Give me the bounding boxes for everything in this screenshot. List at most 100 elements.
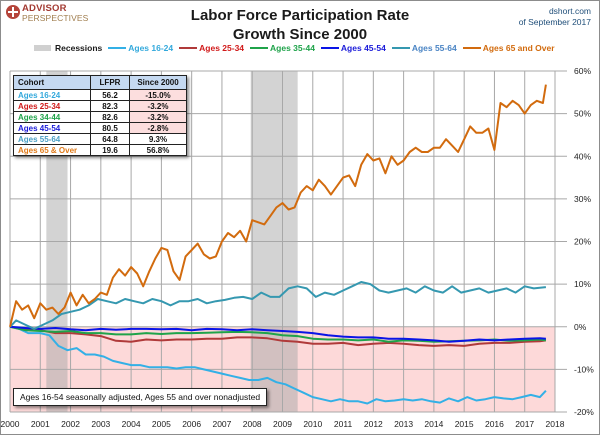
cell-cohort: Ages 25-34 — [13, 100, 91, 112]
x-tick-label: 2007 — [212, 419, 231, 429]
header-lfpr: LFPR — [90, 75, 130, 90]
legend-line-swatch — [320, 47, 339, 49]
x-tick-label: 2008 — [243, 419, 262, 429]
y-tick-label: 20% — [574, 237, 591, 247]
cell-lfpr: 56.2 — [90, 89, 130, 101]
legend-band-swatch — [34, 45, 51, 51]
x-tick-label: 2002 — [61, 419, 80, 429]
legend-line-swatch — [391, 47, 410, 49]
y-tick-label: 60% — [574, 66, 591, 76]
table-row: Ages 16-24 56.2 -15.0% — [13, 89, 187, 101]
legend-item: Ages 65 and Over — [462, 43, 555, 53]
x-tick-label: 2005 — [152, 419, 171, 429]
series-line-ages-16-24 — [9, 325, 547, 405]
cell-cohort: Ages 34-44 — [13, 111, 91, 123]
legend-item: Recessions — [34, 43, 102, 53]
x-tick-label: 2003 — [91, 419, 110, 429]
header-since-2000: Since 2000 — [129, 75, 187, 90]
legend-label: Ages 55-64 — [411, 43, 457, 53]
table-header-row: Cohort LFPR Since 2000 — [13, 75, 187, 90]
cohort-summary-table: Cohort LFPR Since 2000 Ages 16-24 56.2 -15… — [13, 75, 187, 156]
cell-lfpr: 64.8 — [90, 133, 130, 145]
y-tick-label: 40% — [574, 151, 591, 161]
legend-label: Ages 35-44 — [270, 43, 315, 53]
cell-lfpr: 19.6 — [90, 144, 130, 156]
x-tick-label: 2014 — [424, 419, 443, 429]
table-row: Ages 55-64 64.8 9.3% — [13, 133, 187, 145]
cell-cohort: Ages 16-24 — [13, 89, 91, 101]
table-row: Ages 34-44 82.6 -3.2% — [13, 111, 187, 123]
y-tick-label: 30% — [574, 194, 591, 204]
x-tick-label: 2011 — [334, 419, 353, 429]
legend-item: Ages 45-54 — [320, 43, 386, 53]
table-row: Ages 45-54 80.5 -2.8% — [13, 122, 187, 134]
header-cohort: Cohort — [13, 75, 91, 90]
x-tick-label: 2000 — [1, 419, 20, 429]
series-line-ages-25-34 — [9, 325, 547, 347]
advisor-perspectives-logo: ADVISOR PERSPECTIVES — [6, 3, 88, 22]
legend-line-swatch — [108, 47, 127, 49]
y-axis-ticks: 60% 50% 40% 30% 20% 10% 0% -10% -20% — [574, 66, 594, 417]
y-tick-label: 10% — [574, 279, 591, 289]
logo-text-line2: PERSPECTIVES — [22, 13, 89, 23]
x-axis-ticks: 2000 2001 2002 2003 2004 2005 2006 2007 2008 2009… — [1, 419, 565, 429]
x-tick-label: 2010 — [303, 419, 322, 429]
logo-text-line1: ADVISOR — [22, 3, 67, 14]
x-tick-label: 2009 — [273, 419, 292, 429]
legend-line-swatch — [179, 47, 198, 49]
x-tick-label: 2001 — [31, 419, 50, 429]
cell-since-2000: -2.8% — [129, 122, 187, 134]
cell-cohort: Ages 65 & Over — [13, 144, 91, 156]
table-row: Ages 25-34 82.3 -3.2% — [13, 100, 187, 112]
cell-cohort: Ages 55-64 — [13, 133, 91, 145]
cell-since-2000: 9.3% — [129, 133, 187, 145]
x-tick-label: 2006 — [182, 419, 201, 429]
x-tick-label: 2013 — [394, 419, 413, 429]
gridlines — [9, 70, 567, 413]
y-tick-label: 50% — [574, 109, 591, 119]
y-tick-label: -10% — [574, 364, 594, 374]
cell-lfpr: 82.3 — [90, 100, 130, 112]
cell-lfpr: 82.6 — [90, 111, 130, 123]
legend-label: Recessions — [55, 43, 103, 53]
series-lines — [9, 84, 547, 405]
legend-line-swatch — [462, 47, 481, 49]
legend-label: Ages 45-54 — [340, 43, 386, 53]
source-note: dshort.com of September 2017 — [519, 6, 591, 28]
series-line-ages-55-64 — [9, 281, 547, 330]
series-line-ages-65-and-over — [9, 84, 547, 328]
x-tick-label: 2016 — [485, 419, 504, 429]
cell-since-2000: 56.8% — [129, 144, 187, 156]
legend-item: Ages 35-44 — [250, 43, 315, 53]
x-tick-label: 2017 — [515, 419, 534, 429]
x-tick-label: 2015 — [455, 419, 474, 429]
cell-cohort: Ages 45-54 — [13, 122, 91, 134]
x-tick-label: 2012 — [364, 419, 383, 429]
chart-subtitle: Growth Since 2000 — [232, 26, 368, 43]
legend-label: Ages 16-24 — [128, 43, 174, 53]
cell-lfpr: 80.5 — [90, 122, 130, 134]
legend-label: Ages 25-34 — [199, 43, 245, 53]
y-tick-label: -20% — [574, 407, 594, 417]
adjustment-note: Ages 16-54 seasonally adjusted, Ages 55 … — [13, 388, 268, 406]
cell-since-2000: -3.2% — [129, 100, 187, 112]
legend-label: Ages 65 and Over — [482, 43, 555, 53]
chart-title-block: Labor Force Participation Rate Growth Si… — [0, 6, 600, 44]
cell-since-2000: -15.0% — [129, 89, 187, 101]
logo-compass-icon — [6, 5, 20, 19]
chart-legend: Recessions Ages 16-24 Ages 25-34 Ages 35-44… — [34, 43, 561, 53]
table-row: Ages 65 & Over 19.6 56.8% — [13, 144, 187, 156]
x-tick-label: 2004 — [122, 419, 141, 429]
source-site: dshort.com — [548, 6, 591, 16]
series-line-ages-45-54 — [9, 325, 546, 343]
legend-item: Ages 25-34 — [179, 43, 244, 53]
y-tick-label: 0% — [574, 322, 587, 332]
legend-item: Ages 55-64 — [391, 43, 457, 53]
x-tick-label: 2018 — [546, 419, 565, 429]
chart-title: Labor Force Participation Rate — [190, 7, 410, 24]
cell-since-2000: -3.2% — [129, 111, 187, 123]
source-date: of September 2017 — [518, 17, 591, 27]
legend-item: Ages 16-24 — [108, 43, 173, 53]
legend-line-swatch — [250, 47, 269, 49]
